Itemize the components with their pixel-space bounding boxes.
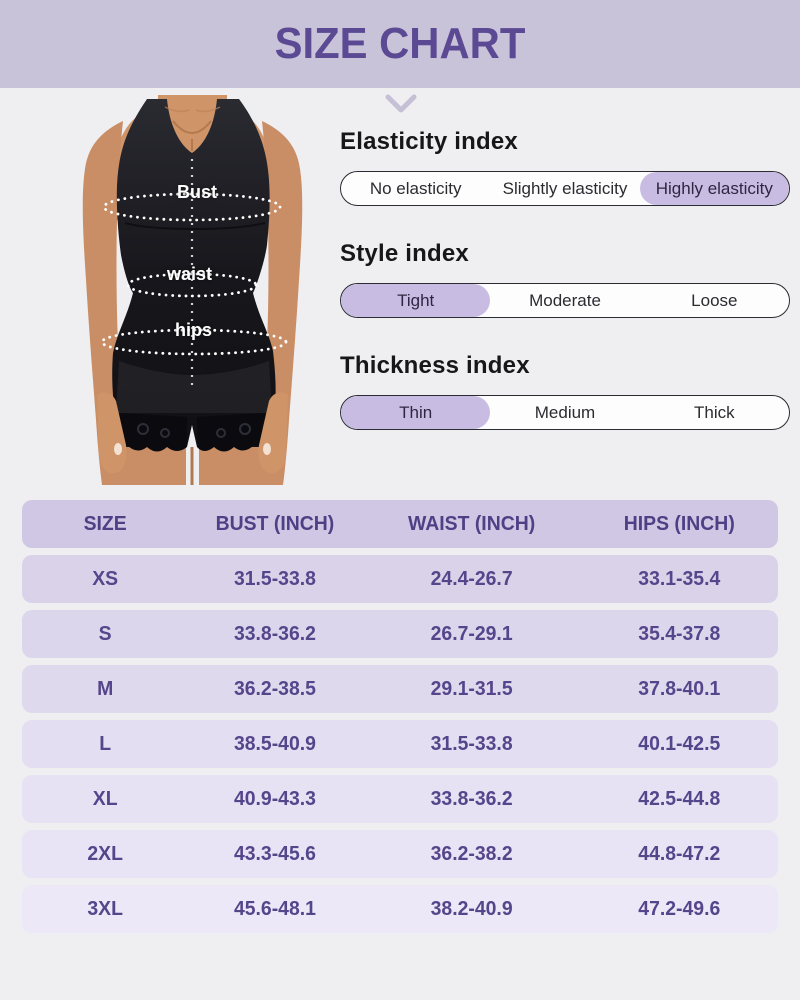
hips-label: hips: [175, 320, 213, 340]
size-cell: XL: [92, 787, 118, 810]
bust-cell: 31.5-33.8: [234, 567, 317, 590]
thickness-option-medium: Medium: [534, 402, 596, 422]
size-cell: L: [99, 732, 112, 755]
size-row-2xl: 2XL 43.3-45.6 36.2-38.2 44.8-47.2: [22, 830, 778, 878]
elasticity-index-title: Elasticity index: [340, 128, 518, 155]
elasticity-option-highly-elasticity: Highly elasticity: [639, 172, 789, 205]
header-cell-bust: BUST (INCH): [215, 512, 335, 535]
header-cell-waist: WAIST (INCH): [408, 512, 536, 535]
size-row-s: S 33.8-36.2 26.7-29.1 35.4-37.8: [22, 610, 778, 658]
hips-cell: 42.5-44.8: [638, 787, 721, 810]
bust-cell: 38.5-40.9: [234, 732, 317, 755]
hips-cell: 47.2-49.6: [638, 897, 721, 920]
size-row-xs: XS 31.5-33.8 24.4-26.7 33.1-35.4: [22, 555, 778, 603]
index-panel: Elasticity index No elasticity Slightly el…: [340, 128, 790, 464]
waist-cell: 26.7-29.1: [430, 622, 513, 645]
style-index: Style index Tight Moderate Loose: [340, 240, 790, 318]
product-photo: Bust waist hips: [55, 95, 330, 485]
size-cell: 2XL: [87, 842, 123, 865]
thickness-option-thin: Thin: [341, 396, 491, 429]
hips-cell: 40.1-42.5: [638, 732, 721, 755]
bust-label: Bust: [177, 182, 217, 202]
style-option-loose: Loose: [691, 290, 738, 310]
hips-cell: 33.1-35.4: [638, 567, 721, 590]
hips-cell: 37.8-40.1: [638, 677, 721, 700]
waist-cell: 36.2-38.2: [430, 842, 513, 865]
waist-label: waist: [167, 264, 213, 284]
elasticity-index: Elasticity index No elasticity Slightly el…: [340, 128, 790, 206]
page-title: SIZE CHART: [274, 19, 526, 68]
header: SIZE CHART: [0, 0, 800, 88]
style-index-bar: Tight Moderate Loose: [340, 283, 790, 318]
size-cell: S: [98, 622, 112, 645]
bust-cell: 45.6-48.1: [234, 897, 317, 920]
elasticity-option-slightly-elasticity: Slightly elasticity: [502, 178, 628, 198]
size-cell: 3XL: [87, 897, 123, 920]
size-row-xl: XL 40.9-43.3 33.8-36.2 42.5-44.8: [22, 775, 778, 823]
bust-cell: 36.2-38.5: [234, 677, 317, 700]
style-option-moderate: Moderate: [529, 290, 601, 310]
waist-cell: 33.8-36.2: [430, 787, 513, 810]
shapewear-model-illustration: [82, 95, 303, 485]
hips-cell: 35.4-37.8: [638, 622, 721, 645]
size-row-l: L 38.5-40.9 31.5-33.8 40.1-42.5: [22, 720, 778, 768]
thickness-index-bar: Thin Medium Thick: [340, 395, 790, 430]
thickness-index: Thickness index Thin Medium Thick: [340, 352, 790, 430]
waist-cell: 38.2-40.9: [430, 897, 513, 920]
bust-cell: 33.8-36.2: [234, 622, 317, 645]
elasticity-index-bar: No elasticity Slightly elasticity Highly e…: [340, 171, 790, 206]
style-index-title: Style index: [340, 240, 469, 267]
size-table: SIZE BUST (INCH) WAIST (INCH) HIPS (INCH) XS…: [22, 500, 778, 940]
style-option-tight: Tight: [341, 284, 491, 317]
thickness-option-thick: Thick: [694, 402, 735, 422]
thickness-index-title: Thickness index: [340, 352, 530, 379]
hips-cell: 44.8-47.2: [638, 842, 721, 865]
bust-cell: 43.3-45.6: [234, 842, 317, 865]
waist-cell: 24.4-26.7: [430, 567, 513, 590]
size-row-3xl: 3XL 45.6-48.1 38.2-40.9 47.2-49.6: [22, 885, 778, 933]
elasticity-option-no-elasticity: No elasticity: [369, 178, 462, 198]
waist-cell: 31.5-33.8: [430, 732, 513, 755]
chevron-down-icon: [385, 94, 417, 114]
header-cell-hips: HIPS (INCH): [624, 512, 736, 535]
table-header-row: SIZE BUST (INCH) WAIST (INCH) HIPS (INCH): [22, 500, 778, 548]
size-cell: XS: [92, 567, 119, 590]
waist-cell: 29.1-31.5: [430, 677, 513, 700]
size-cell: M: [97, 677, 114, 700]
bust-cell: 40.9-43.3: [234, 787, 317, 810]
header-cell-size: SIZE: [83, 512, 127, 535]
size-row-m: M 36.2-38.5 29.1-31.5 37.8-40.1: [22, 665, 778, 713]
